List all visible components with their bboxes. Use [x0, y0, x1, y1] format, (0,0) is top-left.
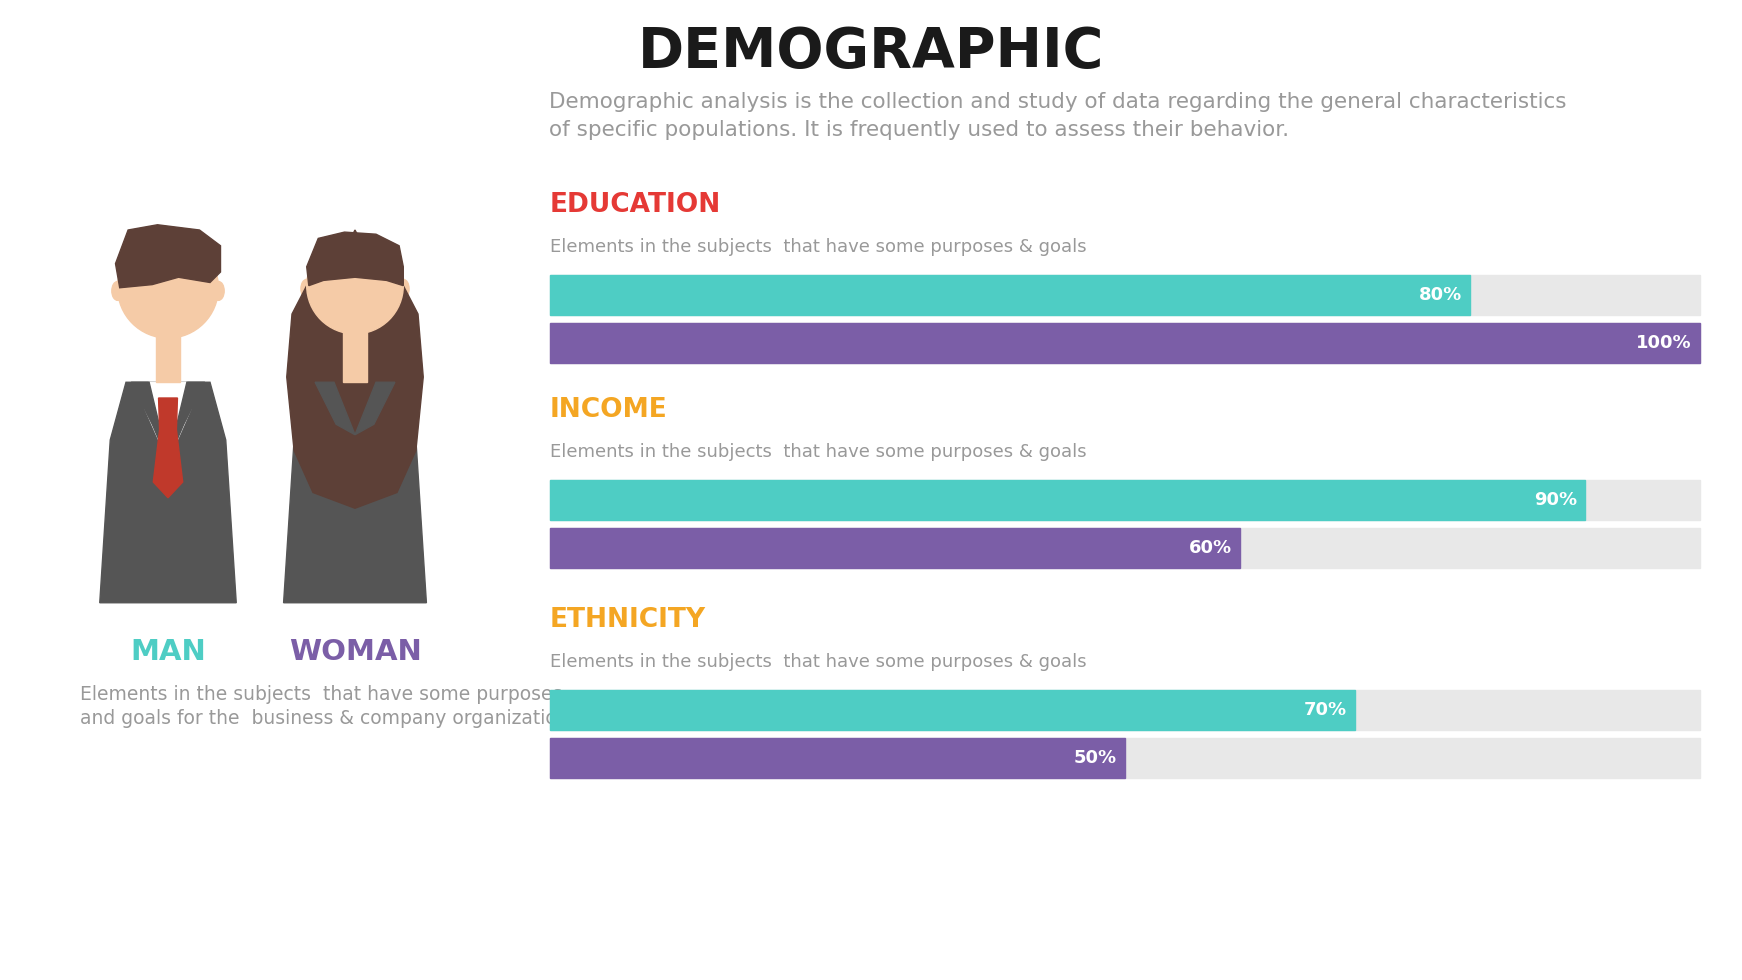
- Bar: [550, 738, 1700, 778]
- Text: EDUCATION: EDUCATION: [550, 192, 721, 218]
- Bar: [550, 480, 1585, 520]
- Bar: [550, 275, 1700, 315]
- Bar: [550, 738, 1125, 778]
- Text: 90%: 90%: [1535, 491, 1577, 509]
- Text: Elements in the subjects  that have some purposes: Elements in the subjects that have some …: [80, 684, 563, 704]
- Text: Elements in the subjects  that have some purposes & goals: Elements in the subjects that have some …: [550, 443, 1087, 461]
- Text: Demographic analysis is the collection and study of data regarding the general c: Demographic analysis is the collection a…: [549, 92, 1566, 112]
- Text: MAN: MAN: [131, 638, 206, 666]
- Text: 60%: 60%: [1188, 539, 1232, 557]
- Text: and goals for the  business & company organization: and goals for the business & company org…: [80, 709, 568, 727]
- Polygon shape: [115, 224, 221, 288]
- Text: DEMOGRAPHIC: DEMOGRAPHIC: [638, 25, 1104, 79]
- Text: 80%: 80%: [1418, 286, 1462, 304]
- Polygon shape: [307, 232, 404, 285]
- Polygon shape: [329, 382, 381, 435]
- Bar: [550, 480, 1700, 520]
- Text: ETHNICITY: ETHNICITY: [550, 607, 706, 633]
- Bar: [550, 323, 1700, 363]
- Bar: [550, 690, 1355, 730]
- Text: of specific populations. It is frequently used to assess their behavior.: of specific populations. It is frequentl…: [549, 120, 1289, 140]
- Ellipse shape: [397, 279, 409, 298]
- Ellipse shape: [111, 281, 124, 300]
- Polygon shape: [284, 382, 427, 603]
- Bar: [550, 528, 1240, 568]
- Polygon shape: [167, 382, 206, 461]
- Polygon shape: [145, 382, 192, 461]
- Ellipse shape: [301, 279, 312, 298]
- Bar: [550, 690, 1700, 730]
- Text: 100%: 100%: [1636, 334, 1691, 352]
- Text: 70%: 70%: [1303, 701, 1347, 719]
- Bar: [157, 324, 179, 382]
- Bar: [343, 324, 366, 382]
- Bar: [550, 528, 1700, 568]
- Bar: [550, 323, 1700, 363]
- Polygon shape: [131, 382, 167, 461]
- Text: Elements in the subjects  that have some purposes & goals: Elements in the subjects that have some …: [550, 238, 1087, 256]
- Bar: [550, 275, 1470, 315]
- Text: INCOME: INCOME: [550, 397, 667, 423]
- Circle shape: [118, 237, 218, 338]
- Polygon shape: [153, 398, 183, 498]
- Polygon shape: [99, 382, 237, 603]
- Polygon shape: [315, 382, 355, 435]
- Polygon shape: [287, 230, 423, 509]
- Text: WOMAN: WOMAN: [289, 638, 422, 666]
- Circle shape: [307, 237, 404, 334]
- Text: Elements in the subjects  that have some purposes & goals: Elements in the subjects that have some …: [550, 653, 1087, 671]
- Polygon shape: [355, 382, 395, 435]
- Text: 50%: 50%: [1073, 749, 1117, 767]
- Ellipse shape: [213, 281, 225, 300]
